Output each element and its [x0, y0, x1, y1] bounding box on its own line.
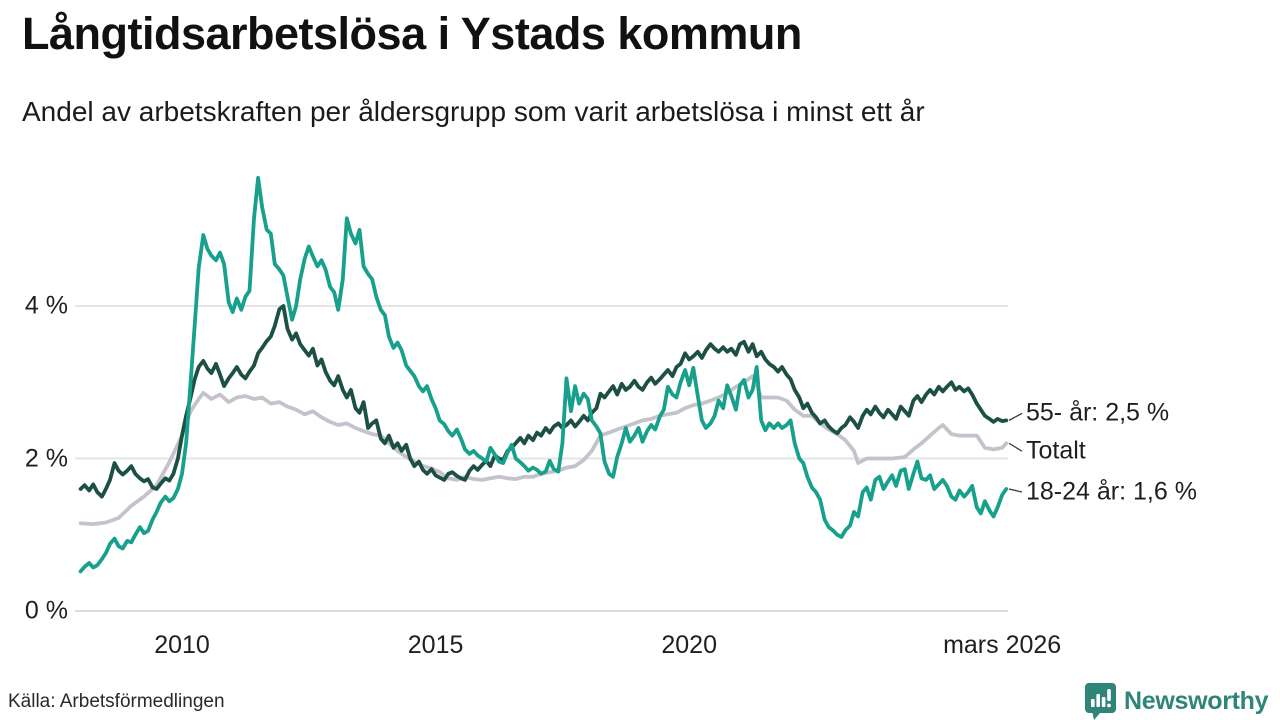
source-note: Källa: Arbetsförmedlingen	[8, 691, 225, 712]
line-series-totalt	[78, 374, 1009, 526]
x-axis-tick-2010: 2010	[154, 631, 210, 659]
leader-line-totalt	[1008, 442, 1023, 452]
newsworthy-logo: Newsworthy	[1084, 682, 1269, 720]
series-end-label-totalt: Totalt	[1026, 436, 1086, 465]
x-axis-tick-2020: 2020	[661, 631, 717, 659]
page-title: Långtidsarbetslösa i Ystads kommun	[22, 8, 802, 59]
line-series-55-r	[78, 304, 1009, 499]
y-axis-tick-2: 2 %	[24, 444, 68, 472]
series-end-label-55-r: 55- år: 2,5 %	[1026, 398, 1170, 427]
line-series-18-24-r	[78, 175, 1009, 574]
x-axis-tick-2015: 2015	[407, 631, 464, 659]
newsworthy-brand-name: Newsworthy	[1124, 686, 1269, 715]
newsworthy-chart-bubble-icon	[1085, 683, 1116, 720]
leader-line-55-r	[1008, 412, 1023, 421]
leader-line-18-24-r	[1008, 488, 1023, 493]
y-axis-tick-4: 4 %	[24, 291, 68, 320]
page-subtitle: Andel av arbetskraften per åldersgrupp s…	[22, 96, 925, 127]
x-axis-tick-mars-2026: mars 2026	[943, 631, 1062, 659]
y-axis-tick-0: 0 %	[24, 596, 68, 625]
series-end-label-18-24-r: 18-24 år: 1,6 %	[1026, 477, 1197, 506]
